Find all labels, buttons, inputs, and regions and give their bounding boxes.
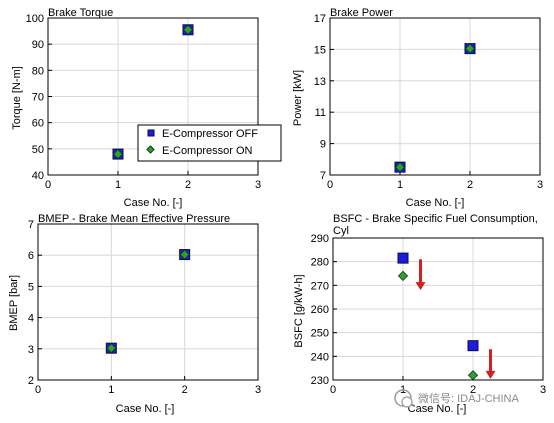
y-tick-label: 290 (311, 233, 329, 245)
y-tick-label: 6 (28, 250, 34, 262)
y-tick-label: 11 (315, 107, 326, 119)
y-tick-label: 13 (314, 76, 326, 88)
x-tick-label: 2 (182, 384, 188, 396)
plot-area: 0 1 2 3 7 9 11 13 15 17 (314, 13, 543, 191)
plot-area: 0 1 2 3 40 50 60 70 80 90 100 (26, 13, 261, 191)
y-tick-label: 7 (28, 219, 34, 231)
y-tick-label: 250 (311, 328, 329, 340)
y-axis-label: BMEP [bar] (8, 275, 20, 331)
x-axis-label: Case No. [-] (408, 403, 467, 415)
y-tick-label: 280 (311, 257, 329, 269)
x-tick-label: 0 (330, 384, 336, 396)
legend: E-Compressor OFF E-Compressor ON (137, 124, 282, 162)
wechat-icon (394, 389, 412, 407)
plot-background (38, 224, 258, 380)
watermark-text: 微信号: IDAJ-CHINA (418, 391, 519, 405)
chart-title: BMEP - Brake Mean Effective Pressure (38, 213, 230, 225)
x-tick-label: 1 (108, 384, 114, 396)
y-axis-label: BSFC [g/kW-h] (293, 274, 305, 347)
point-e-compressor-on (394, 162, 406, 173)
plot-frame (37, 223, 259, 381)
decrease-arrow-head (415, 282, 426, 291)
x-tick-label: 0 (35, 384, 41, 396)
bmep-chart: BMEP - Brake Mean Effective Pressure 0 1 2… (8, 213, 261, 415)
plot-frame (329, 17, 541, 176)
y-tick-label: 3 (28, 344, 34, 356)
legend-marker-off (147, 129, 155, 137)
point-e-compressor-on (182, 24, 194, 35)
y-axis-label: Torque [N-m] (11, 66, 23, 130)
y-tick-label: 240 (311, 351, 329, 363)
y-tick-label: 270 (311, 280, 329, 292)
plot-background (330, 18, 540, 175)
x-axis-label: Case No. [-] (124, 197, 183, 209)
y-tick-label: 260 (311, 304, 329, 316)
legend-box (137, 124, 282, 162)
y-tick-label: 9 (320, 139, 326, 151)
x-tick-label: 2 (470, 384, 476, 396)
watermark: 微信号: IDAJ-CHINA (394, 389, 519, 408)
y-tick-label: 100 (26, 13, 44, 25)
x-tick-label: 2 (185, 179, 191, 191)
legend-label-on: E-Compressor ON (162, 145, 253, 157)
x-tick-label: 2 (467, 179, 473, 191)
wechat-icon-inner (401, 396, 413, 408)
chart-title-line2: Cyl (333, 225, 349, 237)
legend-label-off: E-Compressor OFF (162, 128, 258, 140)
x-tick-label: 0 (45, 179, 51, 191)
x-tick-label: 3 (540, 384, 546, 396)
y-tick-label: 90 (32, 39, 44, 51)
x-tick-label: 1 (397, 179, 403, 191)
plot-area: 0 1 2 3 2 3 4 5 6 7 (28, 219, 261, 396)
chart-title: BSFC - Brake Specific Fuel Consumption, (333, 213, 538, 225)
y-tick-label: 230 (311, 375, 329, 387)
x-tick-label: 0 (327, 179, 333, 191)
y-tick-label: 7 (320, 170, 326, 182)
y-tick-label: 2 (28, 375, 34, 387)
y-tick-label: 50 (32, 144, 44, 156)
x-tick-label: 1 (115, 179, 121, 191)
point-e-compressor-on (179, 249, 190, 260)
point-e-compressor-on (106, 343, 117, 354)
x-tick-label: 3 (255, 179, 261, 191)
bsfc-chart: BSFC - Brake Specific Fuel Consumption, … (293, 213, 546, 415)
point-e-compressor-on (464, 43, 476, 54)
y-tick-label: 5 (28, 281, 34, 293)
x-axis-label: Case No. [-] (116, 403, 175, 415)
point-e-compressor-off (467, 340, 479, 352)
chart-title: Brake Power (330, 7, 393, 19)
y-tick-label: 60 (32, 118, 44, 130)
y-tick-label: 70 (32, 92, 44, 104)
x-tick-label: 3 (255, 384, 261, 396)
y-axis-label: Power [kW] (292, 70, 304, 126)
decrease-arrow-head (485, 370, 496, 379)
legend-marker-on (146, 145, 155, 154)
point-e-compressor-on (112, 148, 124, 160)
brake-torque-chart: Brake Torque 0 1 2 3 40 50 60 70 80 90 100 Case No… (11, 7, 282, 209)
chart-title: Brake Torque (48, 7, 113, 19)
y-tick-label: 40 (32, 170, 44, 182)
y-tick-label: 4 (28, 313, 34, 325)
point-e-compressor-on (397, 270, 409, 281)
y-tick-label: 15 (314, 44, 326, 56)
y-tick-label: 80 (32, 65, 44, 77)
x-tick-label: 3 (537, 179, 543, 191)
point-e-compressor-on (467, 370, 479, 381)
point-e-compressor-off (397, 252, 409, 264)
y-tick-label: 17 (314, 13, 326, 25)
x-axis-label: Case No. [-] (406, 197, 465, 209)
